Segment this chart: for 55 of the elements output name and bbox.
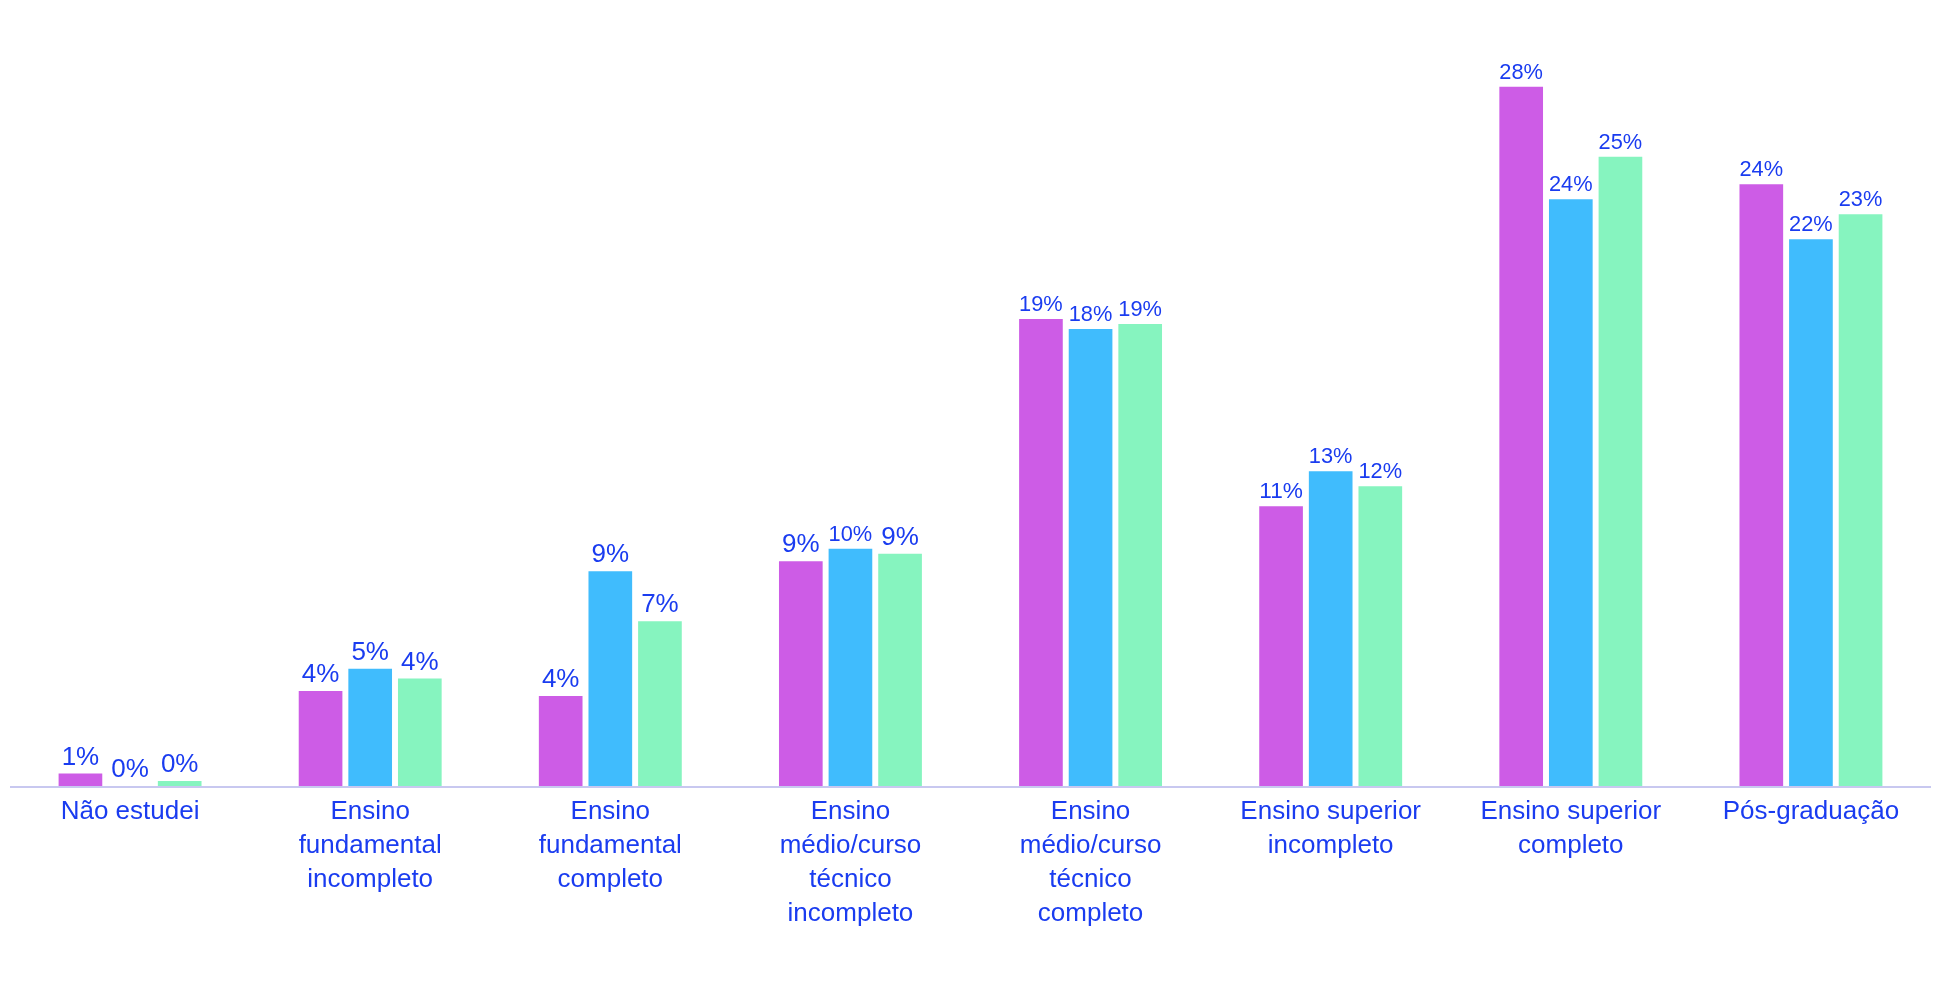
bar [1019, 319, 1063, 786]
bar [1598, 156, 1643, 786]
data-label: 24% [1548, 171, 1593, 197]
bar [298, 691, 343, 786]
bar [1739, 184, 1784, 786]
bar [397, 678, 442, 786]
bar [1358, 486, 1403, 786]
bar [538, 696, 583, 786]
data-label: 4% [401, 645, 439, 676]
data-label: 9% [881, 520, 919, 551]
bar [828, 548, 873, 786]
data-label: 12% [1358, 458, 1403, 484]
data-label: 9% [782, 528, 820, 559]
bar [1499, 86, 1544, 786]
data-label: 23% [1838, 186, 1883, 212]
data-label: 18% [1068, 300, 1113, 326]
bar [1259, 506, 1303, 786]
data-label: 28% [1499, 58, 1544, 84]
data-label: 0% [160, 748, 199, 779]
bar [778, 561, 823, 786]
data-label: 13% [1308, 443, 1353, 469]
bar [348, 668, 393, 786]
bar [58, 773, 103, 786]
x-tick-label: Ensino superior completo [1480, 795, 1662, 859]
x-tick-label: Ensino fundamental incompleto [298, 795, 442, 893]
x-tick-label: Ensino médio/curso técnico incompleto [779, 795, 922, 927]
bar [878, 553, 922, 786]
bar [588, 571, 633, 786]
bar [1308, 471, 1353, 786]
bar [157, 781, 202, 786]
data-label: 10% [828, 520, 873, 546]
bar [1789, 239, 1833, 786]
bar [1068, 329, 1113, 786]
data-label: 11% [1259, 477, 1303, 504]
x-tick-label: Ensino superior incompleto [1240, 795, 1422, 859]
bar [1548, 199, 1593, 786]
data-label: 22% [1789, 211, 1833, 237]
x-tick-label: Ensino fundamental completo [538, 795, 682, 893]
data-label: 1% [61, 740, 100, 771]
x-tick-label: Ensino médio/curso técnico completo [1019, 795, 1162, 927]
data-label: 4% [301, 658, 340, 689]
data-label: 0% [111, 753, 149, 783]
data-label: 19% [1118, 296, 1163, 321]
x-tick-label: Pós-graduação [1722, 795, 1900, 826]
bar [1118, 324, 1163, 786]
data-label: 25% [1598, 128, 1643, 154]
data-label: 9% [591, 538, 630, 569]
x-tick-label: Não estudei [60, 795, 200, 826]
data-label: 4% [541, 663, 580, 694]
data-label: 7% [641, 588, 679, 619]
bar [638, 621, 682, 786]
data-label: 19% [1019, 291, 1063, 316]
bar [1838, 214, 1883, 786]
data-label: 24% [1739, 156, 1784, 182]
data-label: 5% [351, 635, 389, 666]
